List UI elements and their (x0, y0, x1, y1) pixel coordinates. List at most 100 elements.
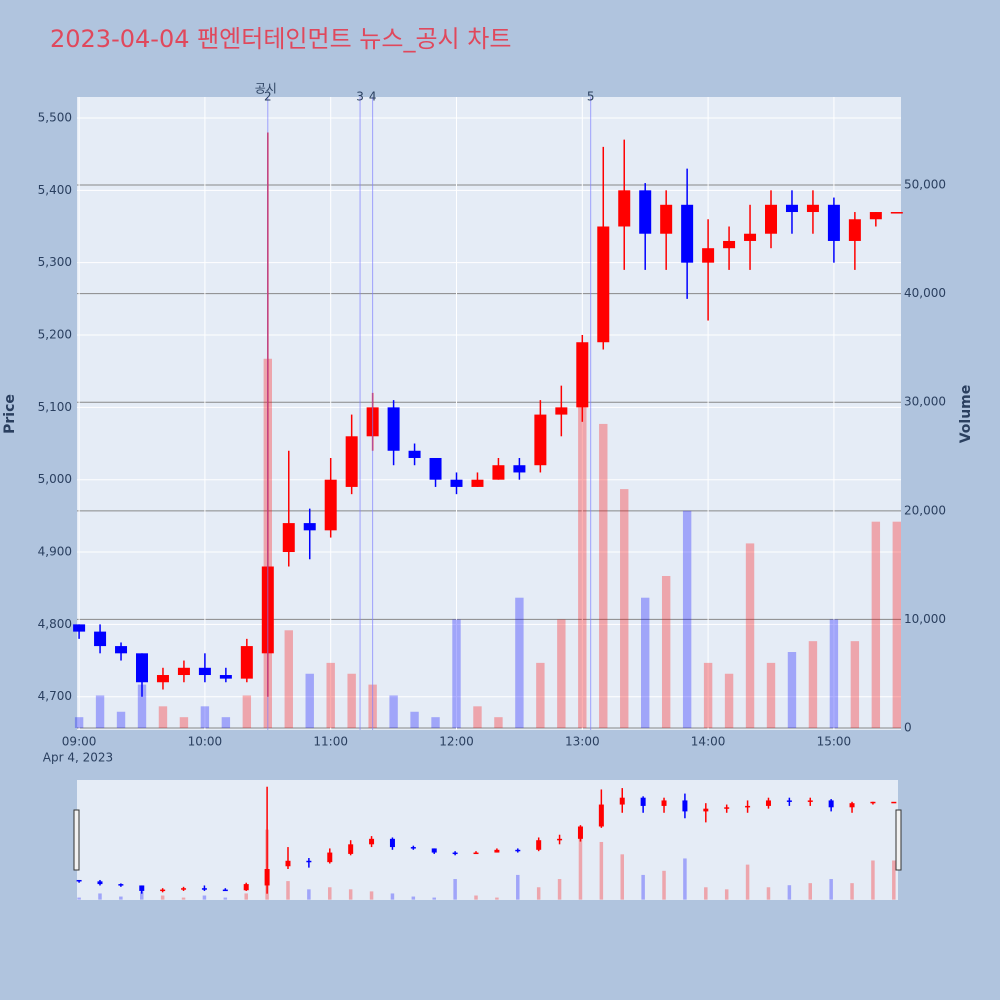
volume-bar (347, 673, 356, 729)
candle-body-mini (369, 838, 375, 845)
volume-bar (305, 673, 314, 729)
candle-body (492, 465, 505, 480)
candle-body (827, 204, 840, 241)
y-tick-label: 5,300 (38, 255, 72, 269)
volume-bar-mini (787, 885, 792, 900)
candle-body (534, 414, 547, 466)
candle-body (513, 465, 526, 473)
volume-bar (137, 684, 147, 729)
volume-bar (431, 717, 440, 729)
volume-bar (682, 510, 692, 729)
volume-bar-mini (77, 897, 81, 900)
volume-bar (641, 597, 650, 729)
volume-bar-mini (160, 895, 165, 900)
candle-body-mini (828, 800, 834, 808)
y2-tick-label: 0 (904, 721, 912, 735)
volume-bar-mini (390, 893, 395, 900)
volume-bar-mini (432, 897, 436, 900)
volume-bar-mini (223, 897, 228, 900)
volume-bar-mini (620, 854, 624, 900)
candle-body (115, 646, 128, 654)
volume-bar (389, 695, 398, 729)
volume-bar-mini (202, 895, 207, 900)
candle-body-mini (619, 797, 625, 805)
volume-bar (536, 662, 545, 729)
candle-body (890, 212, 903, 214)
volume-bar (410, 711, 419, 729)
candle-body-mini (703, 808, 709, 812)
volume-bar (494, 717, 503, 729)
volume-bar-mini (745, 864, 750, 900)
y-tick-label: 5,200 (38, 328, 72, 342)
volume-bar (95, 695, 105, 729)
candle-body (177, 667, 190, 676)
x-tick-label: 10:00 (188, 735, 223, 749)
candle-body-mini (139, 885, 145, 891)
y2-axis-title: Volume (958, 385, 974, 444)
candle-body-mini (598, 804, 604, 827)
x-tick-label: 15:00 (817, 735, 852, 749)
candle-body (324, 479, 337, 531)
y-tick-label: 4,900 (38, 545, 72, 559)
volume-bar (620, 489, 629, 729)
candle-body-mini (264, 869, 270, 886)
volume-bar (745, 543, 755, 729)
candle-body-mini (515, 849, 521, 852)
candle-body (198, 667, 211, 676)
volume-bar (515, 597, 524, 729)
candle-body (303, 523, 316, 531)
slider-handle[interactable] (73, 809, 80, 871)
candle-body (156, 675, 169, 683)
slider-handle[interactable] (895, 809, 902, 871)
candle-body (744, 233, 757, 241)
candle-body-mini (327, 852, 333, 863)
volume-bar-mini (244, 893, 248, 900)
date-label: Apr 4, 2023 (43, 751, 113, 765)
volume-bar-mini (871, 860, 875, 900)
volume-bar (703, 662, 713, 729)
candle-body-mini (682, 800, 688, 812)
y-axis-title: Price (2, 394, 18, 434)
volume-bar-mini (307, 889, 311, 900)
range-slider[interactable] (77, 780, 898, 900)
volume-bar-mini (369, 891, 374, 900)
volume-bar-mini (328, 887, 332, 900)
volume-bar-mini (641, 874, 645, 900)
candle-body-mini (452, 852, 458, 855)
candle-body-mini (870, 801, 876, 804)
volume-bar-mini (683, 858, 687, 900)
volume-bar-mini (348, 889, 353, 900)
candle-body-mini (97, 881, 103, 885)
y-tick-label: 5,100 (38, 400, 72, 414)
volume-bar-mini (662, 870, 666, 900)
volume-bar (557, 619, 566, 729)
volume-bar (200, 706, 210, 729)
volume-bar (829, 619, 839, 729)
volume-bar-mini (140, 891, 144, 900)
candle-body (555, 407, 568, 415)
candle-body (639, 190, 652, 234)
candle-body-mini (891, 801, 897, 804)
volume-bar (179, 717, 189, 729)
candle-body-mini (243, 884, 249, 891)
candle-body-mini (118, 884, 124, 886)
candle-body-mini (285, 860, 291, 867)
candle-body (471, 479, 484, 487)
candle-body-mini (536, 840, 542, 850)
volume-bar-mini (808, 883, 813, 900)
candle-body-mini (348, 844, 354, 854)
candle-body-mini (640, 797, 646, 806)
candle-body (618, 190, 631, 227)
volume-bar (221, 717, 231, 729)
x-tick-label: 11:00 (313, 735, 348, 749)
candle-body-mini (160, 889, 166, 892)
candle-body-mini (494, 849, 500, 853)
candle-body (848, 219, 861, 241)
volume-bar-mini (98, 893, 102, 900)
volume-bar-mini (557, 879, 562, 900)
candle-body-mini (181, 888, 187, 890)
volume-bar (871, 521, 881, 729)
candle-body-mini (745, 805, 751, 808)
volume-bar-mini (453, 879, 457, 900)
